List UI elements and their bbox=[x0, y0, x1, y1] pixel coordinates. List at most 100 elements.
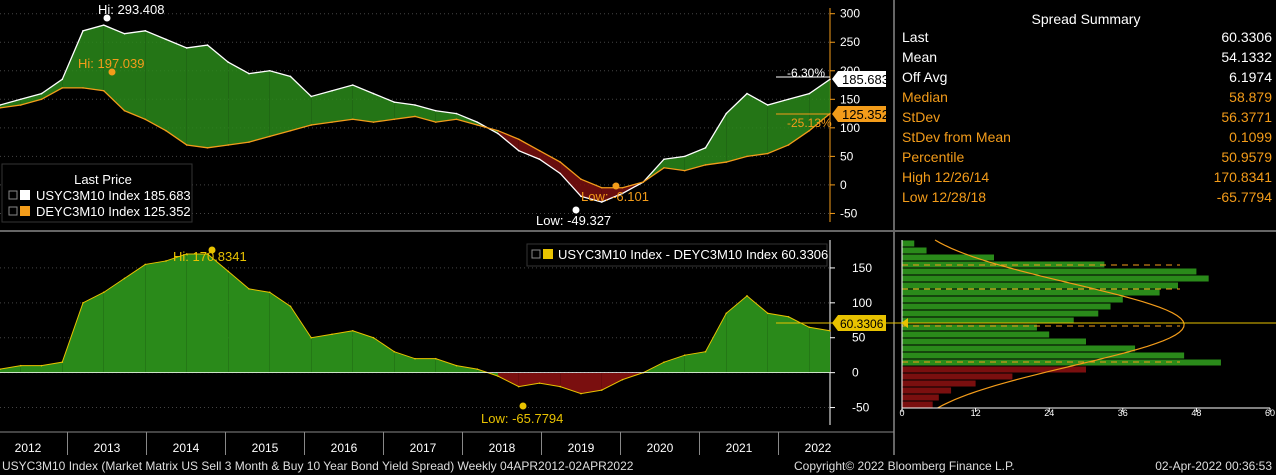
spread-area-segment bbox=[498, 372, 519, 387]
spread-fill-segment bbox=[747, 93, 768, 157]
y-tick-label: 100 bbox=[852, 296, 872, 310]
data-point-spread bbox=[829, 329, 831, 332]
spread-fill-segment bbox=[456, 113, 478, 125]
legend-toggle-icon[interactable] bbox=[531, 249, 541, 259]
us-last-badge bbox=[832, 71, 886, 87]
summary-row-label: StDev from Mean bbox=[902, 129, 1011, 145]
spread-fill-segment bbox=[581, 179, 602, 203]
spread-area-segment bbox=[352, 330, 374, 373]
histogram-bar bbox=[902, 240, 915, 247]
spread-area-segment bbox=[186, 253, 208, 373]
data-point-us bbox=[393, 101, 396, 103]
data-point-de bbox=[455, 118, 458, 121]
x-tick-label: 2013 bbox=[94, 441, 121, 455]
y-tick-label: 150 bbox=[840, 92, 860, 106]
spread-last-value: 60.3306 bbox=[840, 317, 884, 331]
hist-x-tick-label: 12 bbox=[971, 408, 981, 418]
histogram-chart: 0 12 24 36 48 60 bbox=[899, 239, 1275, 418]
summary-row-label: Off Avg bbox=[902, 69, 947, 85]
spread-high-marker bbox=[208, 246, 216, 254]
spread-area-segment bbox=[601, 372, 623, 391]
data-point-spread bbox=[206, 253, 209, 255]
data-point-us bbox=[663, 158, 665, 161]
spread-area-segment bbox=[684, 351, 706, 373]
x-tick-label: 2022 bbox=[805, 441, 832, 455]
data-point-us bbox=[829, 78, 831, 81]
x-tick-label: 2021 bbox=[726, 441, 753, 455]
data-point-spread bbox=[683, 354, 686, 356]
upper-legend: Last Price USYC3M10 Index 185.683 DEYC3M… bbox=[1, 163, 193, 223]
spread-fill-segment bbox=[103, 25, 125, 111]
data-point-us bbox=[0, 104, 1, 106]
de-last-badge bbox=[832, 106, 886, 122]
spread-area-segment bbox=[0, 365, 21, 373]
summary-row-value: 58.879 bbox=[1229, 89, 1272, 105]
spread-fill-segment bbox=[269, 70, 291, 137]
spread-fill-segment bbox=[352, 85, 374, 123]
hist-x-tick-label: 60 bbox=[1265, 408, 1275, 418]
legend-toggle-icon[interactable] bbox=[8, 190, 18, 200]
data-point-spread bbox=[185, 253, 188, 255]
spread-fill-segment bbox=[394, 102, 415, 120]
histogram-bar bbox=[902, 317, 1074, 324]
data-point-us bbox=[476, 121, 479, 123]
distribution-curve bbox=[934, 239, 1185, 409]
data-point-de bbox=[642, 181, 645, 183]
spread-fill-segment bbox=[332, 85, 353, 123]
data-point-de bbox=[704, 164, 707, 166]
data-point-spread bbox=[351, 329, 354, 332]
hist-x-tick-label: 0 bbox=[899, 408, 904, 418]
summary-row-label: High 12/26/14 bbox=[902, 169, 989, 185]
data-point-de bbox=[476, 124, 479, 126]
histogram-bar bbox=[902, 324, 1037, 331]
histogram-bar bbox=[902, 247, 927, 254]
spread-area-segment bbox=[290, 306, 312, 373]
histogram-bar bbox=[902, 303, 1111, 310]
data-point-us bbox=[746, 92, 748, 95]
data-point-de bbox=[123, 109, 126, 112]
data-point-de bbox=[538, 149, 541, 152]
legend-toggle-icon[interactable] bbox=[8, 206, 18, 216]
data-point-de bbox=[206, 147, 209, 149]
histogram-bar bbox=[902, 373, 1013, 380]
data-point-us bbox=[61, 78, 64, 81]
data-point-spread bbox=[497, 375, 499, 377]
data-point-spread bbox=[144, 263, 147, 266]
hist-x-tick-label: 36 bbox=[1118, 408, 1128, 418]
us-high-marker bbox=[103, 14, 111, 22]
data-point-de bbox=[102, 89, 105, 92]
us-pct-label: -6.30% bbox=[787, 66, 825, 80]
data-point-de bbox=[414, 115, 416, 118]
data-point-spread bbox=[725, 312, 728, 315]
data-point-de bbox=[248, 141, 250, 143]
spread-area-segment bbox=[581, 372, 602, 394]
x-tick-label: 2014 bbox=[173, 441, 200, 455]
data-point-de bbox=[0, 107, 1, 109]
legend-swatch-us bbox=[20, 190, 30, 200]
data-point-us bbox=[434, 109, 437, 112]
data-point-spread bbox=[248, 288, 250, 290]
histogram-bar bbox=[902, 310, 1099, 317]
spread-summary-panel: Spread Summary Last 60.3306 Mean 54.1332 Off… bbox=[902, 11, 1272, 205]
data-point-us bbox=[580, 195, 582, 198]
spread-area-segment bbox=[311, 334, 332, 373]
spread-fill-segment bbox=[290, 76, 312, 131]
data-point-us bbox=[372, 92, 375, 95]
data-point-us bbox=[310, 95, 313, 98]
summary-row-value: 54.1332 bbox=[1221, 49, 1272, 65]
data-point-spread bbox=[559, 385, 562, 388]
data-point-spread bbox=[455, 364, 458, 367]
histogram-bar bbox=[902, 345, 1136, 352]
data-point-de bbox=[165, 129, 167, 132]
data-point-spread bbox=[268, 291, 271, 294]
x-axis: 2012 2013 2014 2015 2016 2017 2018 2019 2020 2021… bbox=[15, 432, 832, 455]
data-point-us bbox=[621, 192, 624, 195]
data-point-spread bbox=[580, 392, 582, 395]
data-point-de bbox=[683, 169, 686, 172]
histogram-bar bbox=[902, 387, 952, 394]
spread-fill-segment bbox=[684, 147, 706, 171]
spread-area-segment bbox=[373, 337, 395, 373]
legend-item-spread: USYC3M10 Index - DEYC3M10 Index 60.3306 bbox=[558, 247, 828, 262]
data-point-spread bbox=[476, 368, 479, 370]
spread-fill-segment bbox=[228, 62, 249, 145]
